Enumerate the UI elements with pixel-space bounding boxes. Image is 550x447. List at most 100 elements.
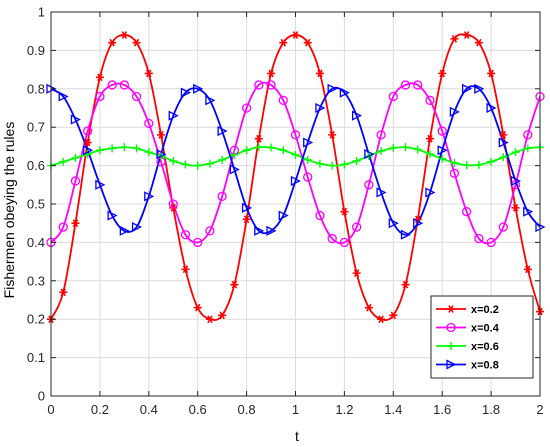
data-point-marker — [169, 156, 178, 165]
data-point-marker — [327, 83, 338, 94]
data-point-marker — [401, 280, 410, 289]
data-point-marker — [180, 230, 191, 240]
data-point-marker — [413, 218, 424, 229]
data-point-marker — [290, 130, 301, 140]
data-point-marker — [413, 80, 423, 90]
x-tick-label: 2 — [536, 402, 543, 417]
data-point-marker — [352, 156, 361, 165]
data-point-marker — [425, 150, 434, 159]
data-point-marker — [352, 269, 361, 277]
y-tick-label: 1 — [38, 5, 45, 20]
data-point-marker — [119, 225, 130, 236]
legend-entry: x=0.2 — [436, 304, 499, 316]
data-point-marker — [425, 95, 435, 105]
data-point-marker — [438, 154, 447, 163]
data-point-marker — [217, 125, 228, 137]
data-point-marker — [290, 175, 301, 187]
data-point-marker — [168, 110, 179, 121]
data-point-marker — [181, 265, 190, 274]
series-markers — [46, 31, 546, 324]
data-point-marker — [266, 80, 276, 90]
x-tick-label: 1.8 — [482, 402, 500, 417]
legend-entry: x=0.4 — [436, 323, 500, 335]
data-point-marker — [400, 229, 411, 240]
data-point-marker — [487, 69, 496, 78]
data-point-marker — [279, 146, 288, 155]
data-point-marker — [376, 187, 387, 198]
data-point-marker — [279, 38, 288, 47]
data-point-marker — [131, 221, 143, 233]
data-point-marker — [71, 219, 80, 228]
data-point-marker — [400, 80, 411, 90]
data-point-marker — [254, 225, 265, 236]
data-point-marker — [278, 210, 289, 221]
data-point-marker — [218, 155, 227, 164]
x-tick-label: 1 — [292, 402, 299, 417]
data-point-marker — [486, 102, 497, 114]
data-point-marker — [254, 134, 263, 143]
data-point-marker — [339, 87, 350, 98]
data-point-marker — [388, 218, 399, 229]
data-point-marker — [120, 143, 129, 152]
data-point-marker — [461, 207, 472, 217]
series-markers-1 — [47, 31, 544, 324]
x-tick-label: 0 — [47, 402, 54, 417]
y-tick-label: 0.5 — [27, 197, 45, 212]
legend-entry: x=0.8 — [436, 359, 499, 372]
series-markers-4 — [46, 83, 546, 240]
data-point-marker — [376, 130, 386, 140]
data-point-marker — [278, 95, 288, 105]
data-point-marker — [241, 103, 252, 113]
data-point-marker — [120, 31, 129, 39]
x-tick-label: 0.8 — [238, 402, 256, 417]
data-point-marker — [205, 315, 214, 324]
data-point-marker — [229, 164, 240, 175]
data-point-marker — [447, 305, 455, 313]
data-point-marker — [523, 130, 533, 140]
data-point-marker — [437, 126, 447, 136]
data-point-marker — [401, 143, 410, 152]
data-point-marker — [327, 233, 337, 244]
data-point-marker — [446, 359, 457, 370]
data-point-marker — [241, 202, 253, 213]
data-point-marker — [450, 158, 459, 167]
legend-label: x=0.2 — [471, 304, 499, 316]
data-point-marker — [303, 137, 314, 148]
data-point-marker — [230, 150, 239, 159]
data-point-marker — [132, 38, 141, 47]
series-markers-2 — [46, 80, 545, 248]
series-markers-3 — [47, 143, 544, 170]
data-point-marker — [449, 106, 460, 117]
data-point-marker — [315, 69, 324, 78]
data-point-marker — [315, 102, 326, 114]
legend-label: x=0.8 — [471, 360, 499, 372]
data-point-marker — [205, 95, 216, 106]
data-point-marker — [70, 114, 81, 125]
data-point-marker — [83, 138, 92, 147]
data-point-marker — [498, 137, 509, 148]
data-point-marker — [523, 144, 532, 153]
data-point-marker — [303, 155, 312, 164]
data-point-marker — [132, 144, 141, 153]
y-axis-label: Fishermen obeying the rules — [1, 122, 17, 299]
data-point-marker — [108, 144, 117, 153]
data-point-marker — [95, 91, 105, 102]
data-point-marker — [156, 149, 167, 160]
data-point-marker — [230, 280, 239, 289]
data-point-marker — [107, 80, 117, 90]
data-point-marker — [462, 161, 471, 170]
legend-label: x=0.4 — [471, 323, 500, 335]
data-point-marker — [218, 311, 227, 320]
x-tick-label: 1.4 — [384, 402, 402, 417]
data-point-marker — [71, 153, 80, 162]
data-point-marker — [487, 157, 496, 166]
data-point-marker — [351, 110, 363, 121]
data-point-marker — [450, 35, 459, 43]
data-point-marker — [511, 148, 520, 157]
data-point-marker — [193, 161, 202, 170]
data-point-marker — [180, 87, 191, 98]
data-point-marker — [193, 303, 202, 312]
data-point-marker — [388, 91, 398, 102]
data-point-marker — [364, 303, 373, 312]
data-point-marker — [474, 38, 483, 47]
